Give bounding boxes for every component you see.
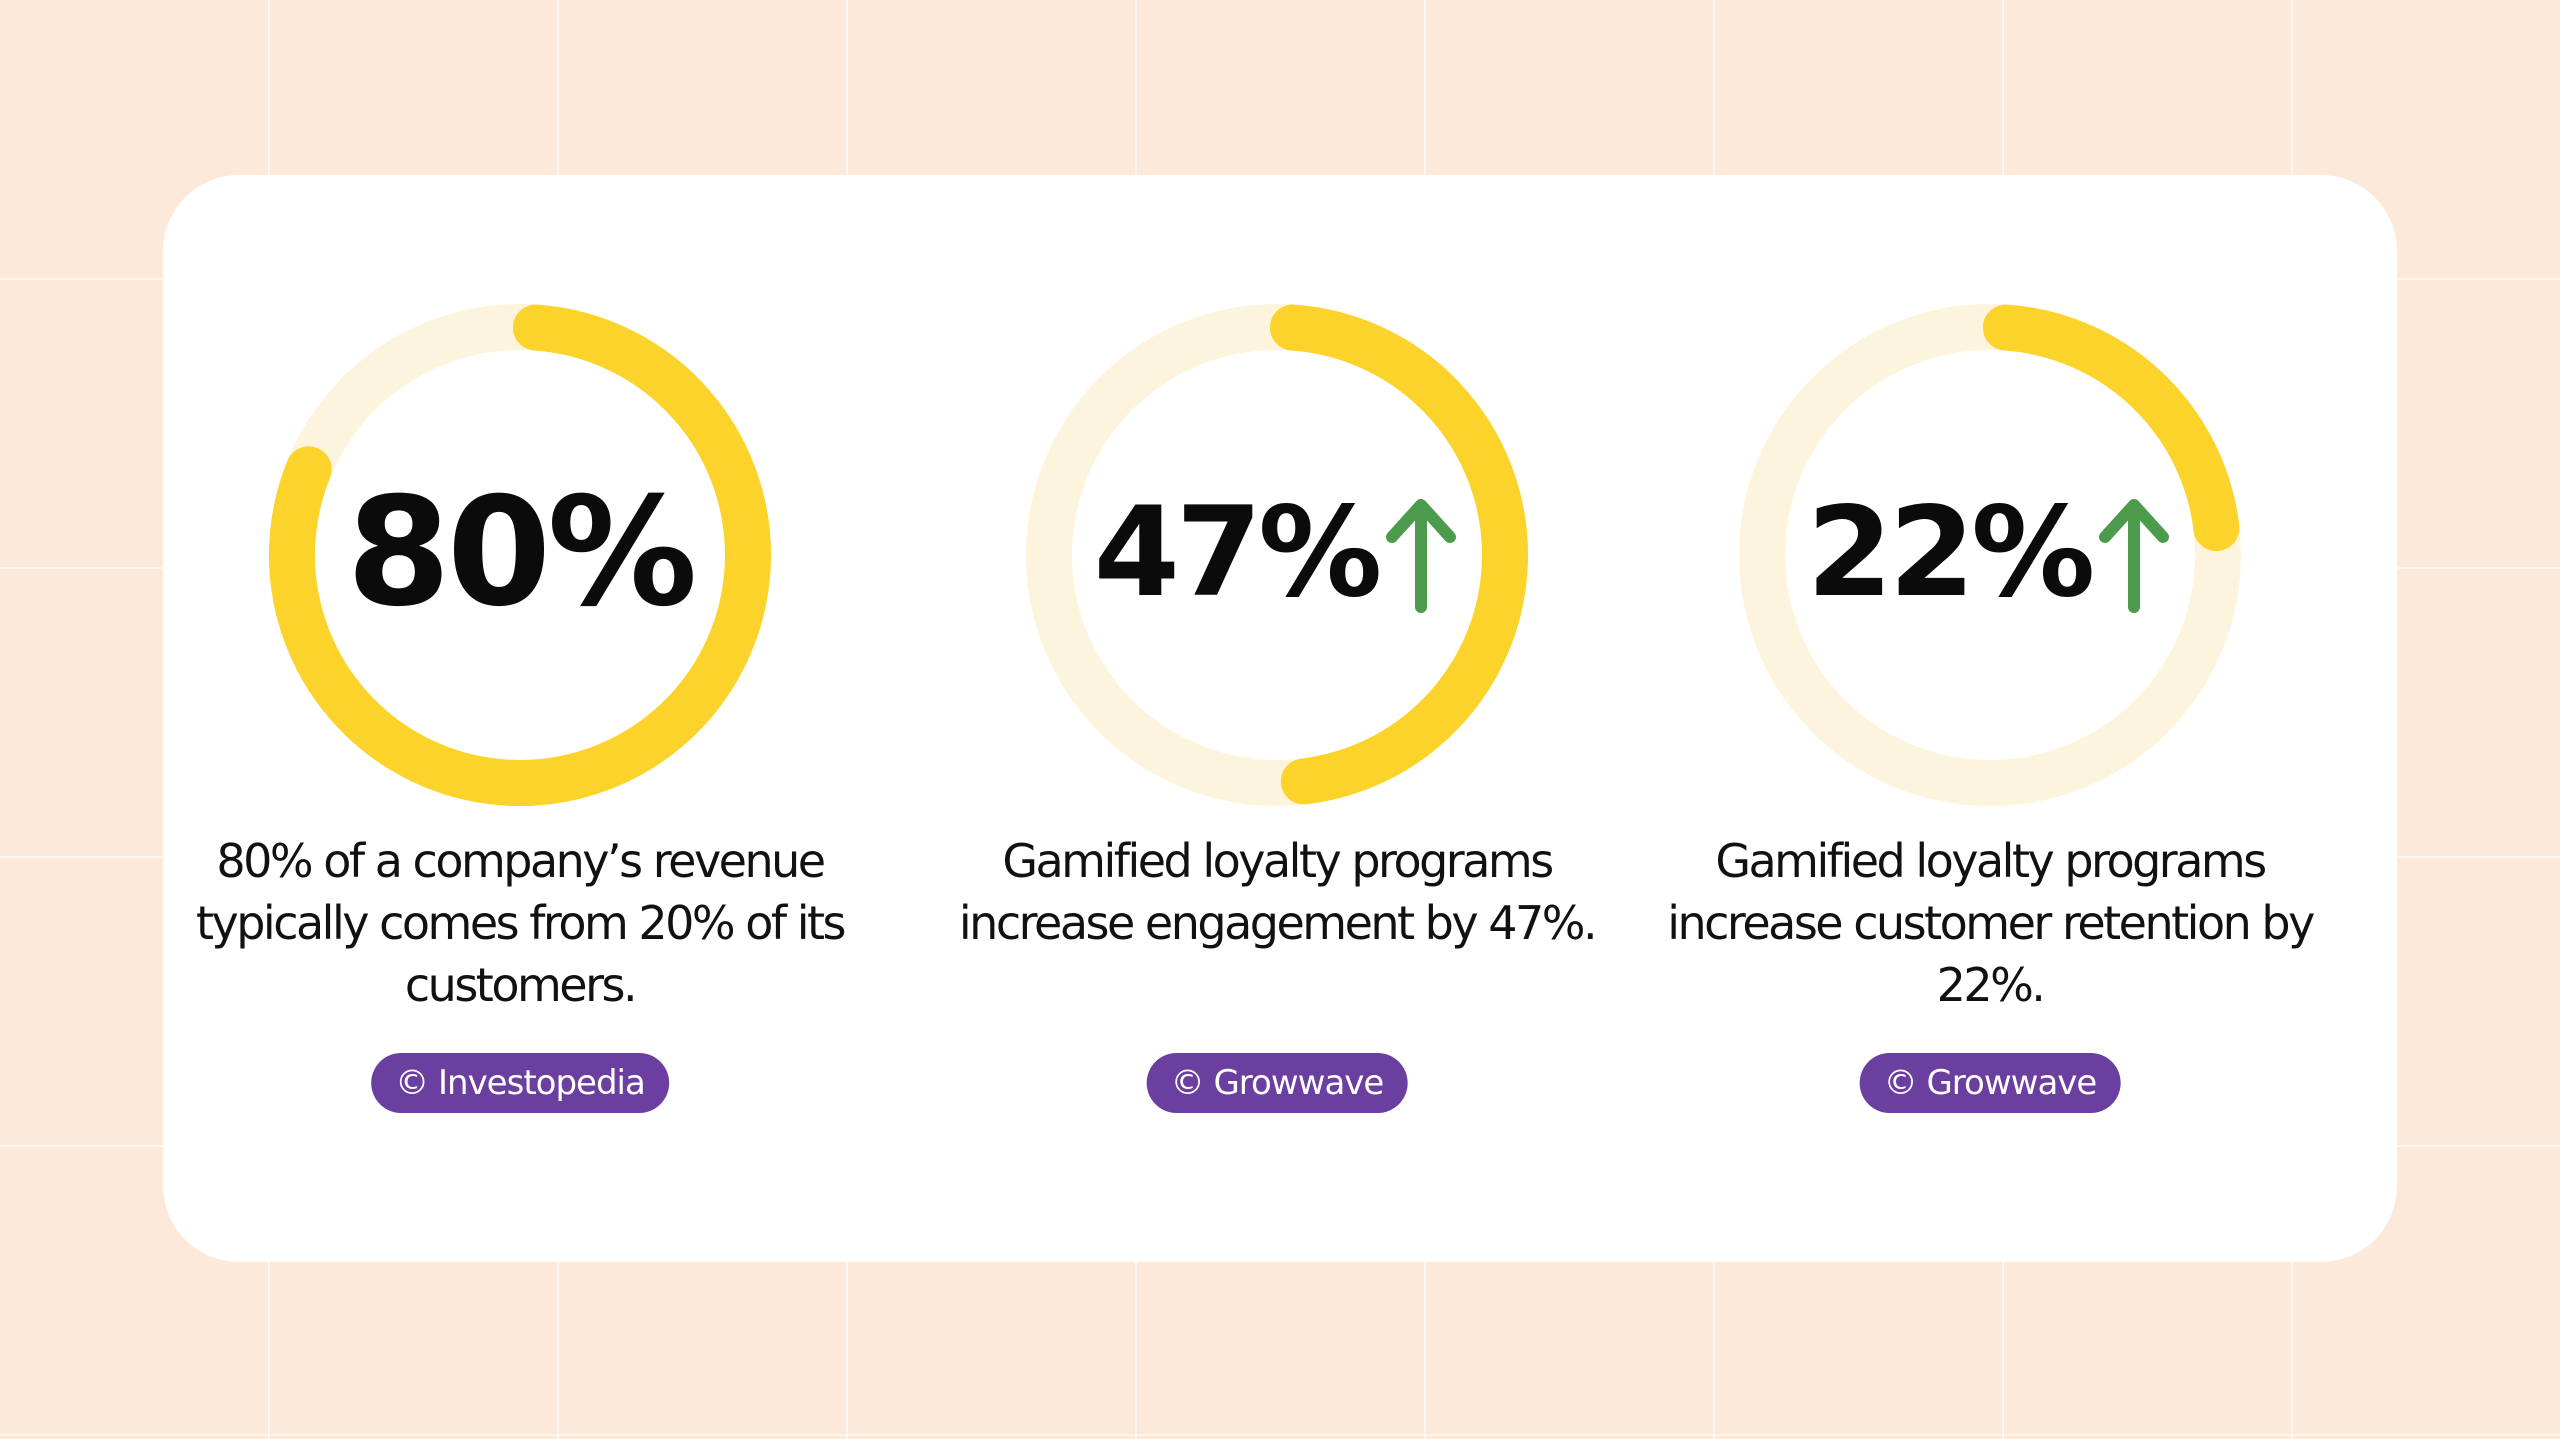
value-row: 80% — [163, 463, 877, 643]
stat-revenue: 80% 80% of a company’s revenue typically… — [163, 175, 877, 1262]
donut-value-arc — [1026, 304, 1528, 806]
stat-value: 80% — [346, 466, 697, 640]
donut-chart-retention — [1739, 304, 2241, 806]
source-badge: © Growwave — [1146, 1053, 1408, 1113]
value-row: 47% — [920, 463, 1634, 643]
stat-value: 47% — [1093, 481, 1383, 625]
value-row: 22% — [1633, 463, 2347, 643]
donut-chart-engagement — [1026, 304, 1528, 806]
arrow-up-icon — [2099, 499, 2170, 613]
source-badge: © Investopedia — [371, 1053, 669, 1113]
stat-description: 80% of a company’s revenue typically com… — [195, 834, 847, 1012]
stat-description: Gamified loyalty programs increase custo… — [1667, 834, 2315, 1012]
stat-retention: 22% Gamified loyalty programs increase c… — [1633, 175, 2347, 1262]
stat-value: 22% — [1806, 481, 2096, 625]
stats-card: 80% 80% of a company’s revenue typically… — [163, 175, 2397, 1262]
donut-chart-revenue — [269, 304, 771, 806]
stat-engagement: 47% Gamified loyalty programs increase e… — [920, 175, 1634, 1262]
stat-description: Gamified loyalty programs increase engag… — [958, 834, 1598, 950]
donut-value-arc — [269, 304, 771, 806]
donut-value-arc — [1739, 304, 2241, 806]
arrow-up-icon — [1386, 499, 1457, 613]
source-badge: © Growwave — [1859, 1053, 2121, 1113]
